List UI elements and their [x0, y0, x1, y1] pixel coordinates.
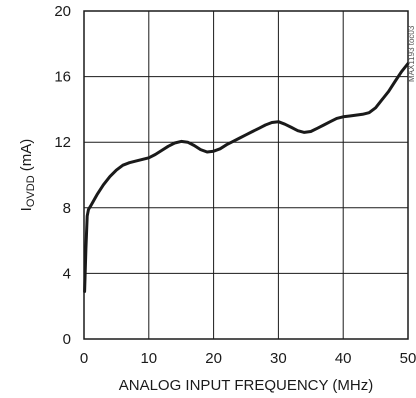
x-tick-label: 10	[140, 350, 157, 367]
y-axis-title-subscript: OVDD	[25, 175, 37, 207]
y-axis-title: IOVDD (mA)	[18, 139, 37, 212]
series-line	[83, 62, 410, 293]
x-axis-ticks: 0 10 20 30 40 50	[80, 350, 416, 367]
y-tick-label: 20	[54, 3, 71, 20]
y-tick-label: 8	[63, 200, 71, 217]
series-layer	[83, 62, 410, 293]
x-tick-label: 40	[335, 350, 352, 367]
y-tick-label: 12	[54, 134, 71, 151]
y-tick-label: 4	[63, 265, 71, 282]
y-axis-ticks: 0 4 8 12 16 20	[54, 3, 71, 348]
plot-frame	[83, 10, 409, 340]
x-axis-title: ANALOG INPUT FREQUENCY (MHz)	[119, 377, 373, 394]
y-tick-label: 0	[63, 331, 71, 348]
y-axis-title-main: I	[18, 207, 35, 211]
x-tick-label: 0	[80, 350, 88, 367]
x-tick-label: 30	[270, 350, 287, 367]
x-tick-label: 50	[400, 350, 416, 367]
y-axis-title-unit: (mA)	[18, 139, 35, 176]
y-tick-label: 16	[54, 69, 71, 86]
x-tick-label: 20	[205, 350, 222, 367]
figure-id-label: MAX1193 toc03	[407, 25, 416, 82]
grid-lines	[84, 11, 408, 339]
